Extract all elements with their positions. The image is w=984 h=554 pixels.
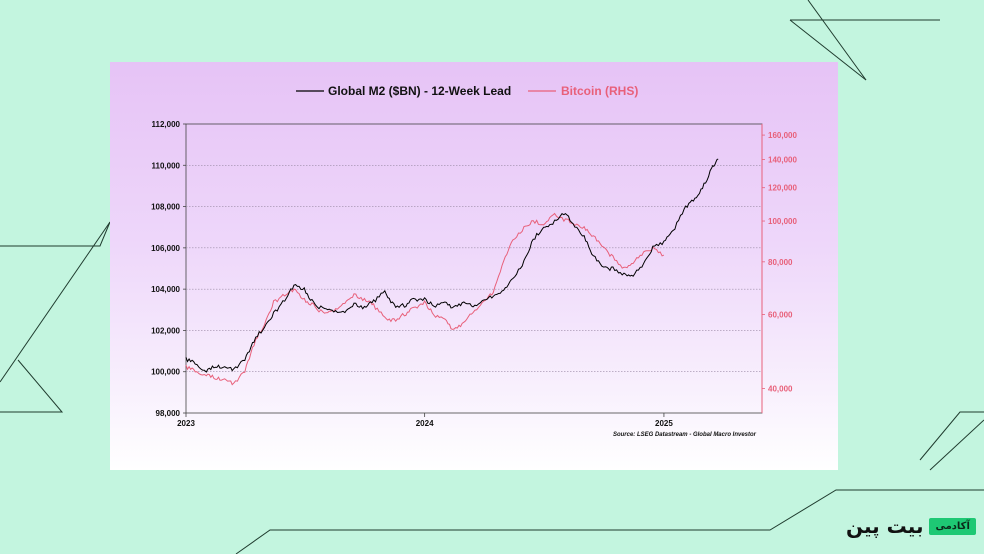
y-left-tick-label: 100,000 <box>151 368 180 377</box>
y-right-tick-label: 160,000 <box>768 131 797 140</box>
y-left-tick-label: 102,000 <box>151 326 180 335</box>
y-left-tick-label: 98,000 <box>156 409 181 418</box>
y-left-tick-label: 110,000 <box>152 161 181 170</box>
y-axis-right: 40,000 60,000 80,000 100,000 120,000 140,000 1… <box>762 131 797 394</box>
chart-card: Global M2 ($BN) - 12-Week Lead Bitcoin (… <box>110 62 838 470</box>
x-tick-label: 2023 <box>177 419 195 428</box>
y-right-tick-label: 60,000 <box>768 310 793 319</box>
legend-btc-label: Bitcoin (RHS) <box>561 84 638 98</box>
y-right-tick-label: 80,000 <box>768 258 793 267</box>
y-left-tick-label: 106,000 <box>151 244 180 253</box>
brand-name: بیت پین <box>846 514 924 538</box>
brand-tag: آکادمی <box>929 517 976 535</box>
y-left-tick-label: 104,000 <box>151 285 180 294</box>
y-left-tick-label: 108,000 <box>151 203 180 212</box>
y-axis-left: 98,000 100,000 102,000 104,000 106,000 108,00… <box>151 120 186 418</box>
legend: Global M2 ($BN) - 12-Week Lead Bitcoin (… <box>296 84 638 98</box>
source-note: Source: LSEG Datastream - Global Macro I… <box>613 432 757 438</box>
y-right-tick-label: 100,000 <box>768 217 797 226</box>
x-tick-label: 2025 <box>655 419 673 428</box>
y-left-tick-label: 112,000 <box>152 120 181 129</box>
legend-m2-label: Global M2 ($BN) - 12-Week Lead <box>328 84 511 98</box>
series-line-bitcoin <box>185 212 665 386</box>
chart: Global M2 ($BN) - 12-Week Lead Bitcoin (… <box>151 84 797 438</box>
y-right-tick-label: 120,000 <box>768 184 797 193</box>
brand-logo: بیت پین آکادمی <box>846 514 976 538</box>
x-tick-label: 2024 <box>416 419 434 428</box>
plot-area <box>185 123 763 414</box>
series-line-global-m2 <box>185 158 719 373</box>
gridlines <box>186 164 762 373</box>
x-axis: 2023 2024 2025 <box>177 413 673 428</box>
y-right-tick-label: 140,000 <box>768 156 797 165</box>
y-right-tick-label: 40,000 <box>768 385 793 394</box>
